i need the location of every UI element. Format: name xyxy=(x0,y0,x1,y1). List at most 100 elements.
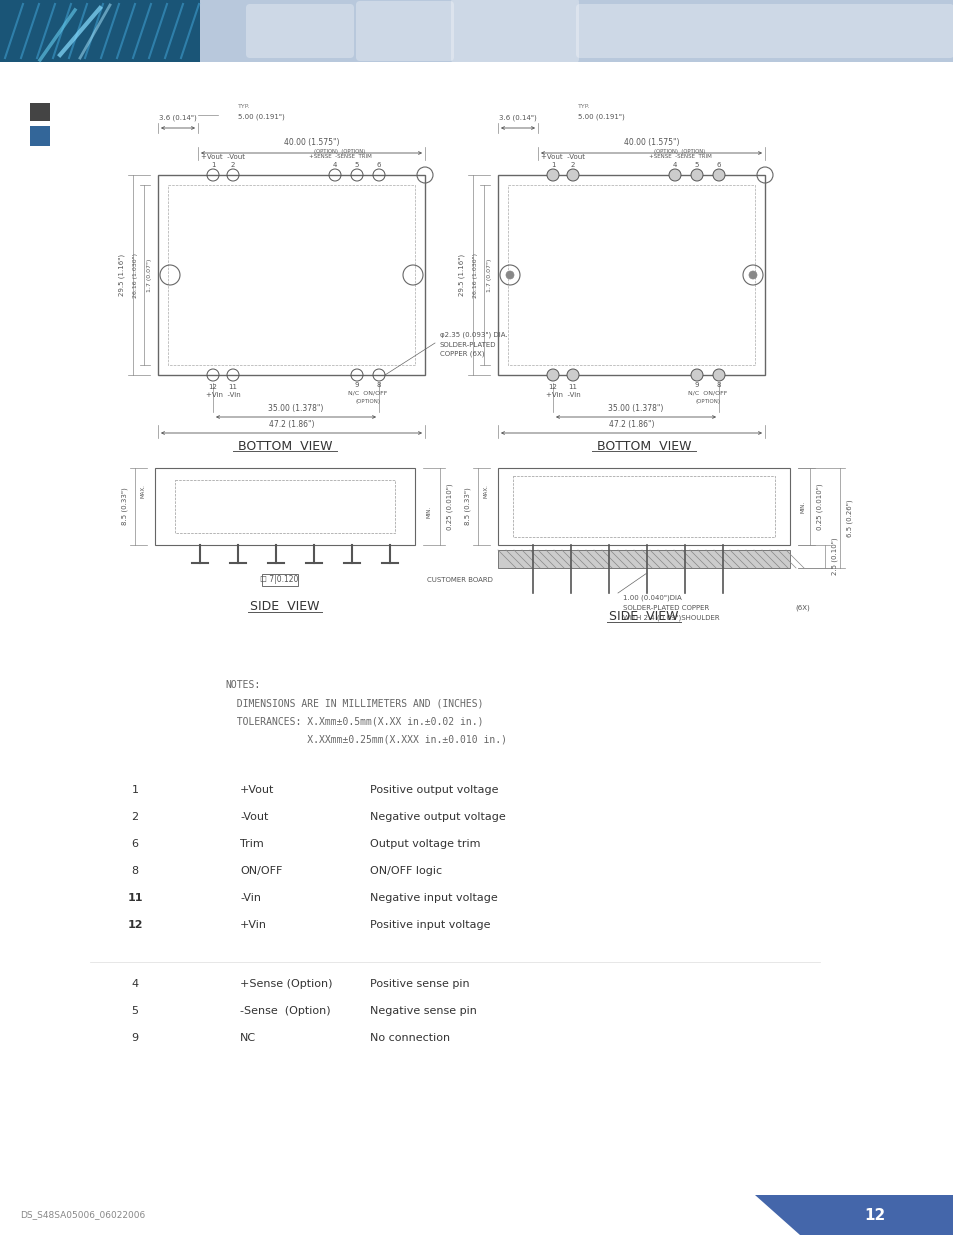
Text: SOLDER-PLATED COPPER: SOLDER-PLATED COPPER xyxy=(622,605,708,611)
Text: 2: 2 xyxy=(570,162,575,168)
Circle shape xyxy=(566,169,578,182)
Text: +Vin: +Vin xyxy=(240,920,267,930)
Text: (OPTION)  (OPTION): (OPTION) (OPTION) xyxy=(314,148,365,153)
Text: (OPTION)  (OPTION): (OPTION) (OPTION) xyxy=(654,148,705,153)
Text: TOLERANCES: X.Xmm±0.5mm(X.XX in.±0.02 in.): TOLERANCES: X.Xmm±0.5mm(X.XX in.±0.02 in… xyxy=(225,716,483,726)
Text: 26.16 (1.030"): 26.16 (1.030") xyxy=(473,252,478,298)
Text: 8: 8 xyxy=(716,382,720,388)
Text: 8.5 (0.33"): 8.5 (0.33") xyxy=(122,488,128,525)
Text: (6X): (6X) xyxy=(794,605,809,611)
Bar xyxy=(507,185,754,366)
Text: BOTTOM  VIEW: BOTTOM VIEW xyxy=(597,440,691,452)
Text: MIN.: MIN. xyxy=(426,505,431,517)
Text: ON/OFF logic: ON/OFF logic xyxy=(370,866,441,876)
Circle shape xyxy=(748,270,757,279)
Text: 29.5 (1.16"): 29.5 (1.16") xyxy=(458,254,465,296)
Bar xyxy=(158,175,424,375)
Text: +Vout  -Vout: +Vout -Vout xyxy=(201,154,245,161)
Text: 3.6 (0.14"): 3.6 (0.14") xyxy=(159,115,196,121)
Text: 1: 1 xyxy=(132,785,138,795)
FancyBboxPatch shape xyxy=(246,4,354,58)
Text: 11: 11 xyxy=(229,384,237,390)
Bar xyxy=(497,550,789,568)
Text: +Vout: +Vout xyxy=(240,785,274,795)
FancyBboxPatch shape xyxy=(451,0,578,63)
Circle shape xyxy=(690,169,702,182)
Text: φ2.35 (0.093") DIA.: φ2.35 (0.093") DIA. xyxy=(439,332,507,338)
Text: 11: 11 xyxy=(568,384,577,390)
Bar xyxy=(0,0,200,62)
Bar xyxy=(168,185,415,366)
Text: DS_S48SA05006_06022006: DS_S48SA05006_06022006 xyxy=(20,1210,145,1219)
Text: WITH 2.4 (0.09")SHOULDER: WITH 2.4 (0.09")SHOULDER xyxy=(622,615,719,621)
Text: SOLDER-PLATED: SOLDER-PLATED xyxy=(439,342,496,348)
Text: 0.25 (0.010"): 0.25 (0.010") xyxy=(816,483,822,530)
Text: 47.2 (1.86"): 47.2 (1.86") xyxy=(269,420,314,430)
Text: +SENSE  -SENSE  TRIM: +SENSE -SENSE TRIM xyxy=(648,154,711,159)
Text: 6: 6 xyxy=(132,839,138,848)
Text: +SENSE  -SENSE  TRIM: +SENSE -SENSE TRIM xyxy=(309,154,371,159)
Bar xyxy=(0,0,953,62)
Text: 2: 2 xyxy=(132,811,138,823)
Text: 8: 8 xyxy=(132,866,138,876)
Text: MAX.: MAX. xyxy=(483,484,488,499)
Circle shape xyxy=(668,169,680,182)
Text: 35.00 (1.378"): 35.00 (1.378") xyxy=(268,405,323,414)
Circle shape xyxy=(546,369,558,382)
Text: 1: 1 xyxy=(550,162,555,168)
Text: 2.5 (0.10"): 2.5 (0.10") xyxy=(831,537,838,576)
Circle shape xyxy=(712,169,724,182)
Bar xyxy=(154,468,415,545)
Text: 4: 4 xyxy=(333,162,336,168)
Text: -Vout: -Vout xyxy=(240,811,268,823)
FancyBboxPatch shape xyxy=(576,4,953,58)
Text: 12: 12 xyxy=(863,1208,884,1223)
Text: BOTTOM  VIEW: BOTTOM VIEW xyxy=(237,440,332,452)
Text: Output voltage trim: Output voltage trim xyxy=(370,839,480,848)
Circle shape xyxy=(690,369,702,382)
Text: 9: 9 xyxy=(694,382,699,388)
Text: 5: 5 xyxy=(132,1007,138,1016)
Text: NOTES:: NOTES: xyxy=(225,680,260,690)
Text: 12: 12 xyxy=(127,920,143,930)
Text: 47.2 (1.86"): 47.2 (1.86") xyxy=(608,420,654,430)
Text: 40.00 (1.575"): 40.00 (1.575") xyxy=(623,138,679,147)
Text: 6: 6 xyxy=(716,162,720,168)
Circle shape xyxy=(505,270,514,279)
Text: (OPTION): (OPTION) xyxy=(355,399,380,404)
Text: 4: 4 xyxy=(132,979,138,989)
Text: +Vin  -Vin: +Vin -Vin xyxy=(206,391,240,398)
Bar xyxy=(513,475,774,537)
Text: Negative input voltage: Negative input voltage xyxy=(370,893,497,903)
Bar xyxy=(30,126,50,146)
Text: 1.7 (0.07"): 1.7 (0.07") xyxy=(148,258,152,291)
Text: 26.16 (1.030"): 26.16 (1.030") xyxy=(133,252,138,298)
Text: Negative sense pin: Negative sense pin xyxy=(370,1007,476,1016)
Text: 35.00 (1.378"): 35.00 (1.378") xyxy=(608,405,663,414)
Bar xyxy=(497,175,764,375)
Text: COPPER (6X): COPPER (6X) xyxy=(439,351,484,357)
Bar xyxy=(754,1195,953,1235)
Polygon shape xyxy=(754,1195,800,1235)
Bar xyxy=(497,468,789,545)
Text: 1.7 (0.07"): 1.7 (0.07") xyxy=(487,258,492,291)
Text: 8.5 (0.33"): 8.5 (0.33") xyxy=(464,488,471,525)
Text: MAX.: MAX. xyxy=(140,484,146,499)
Text: ☐ 7|0.120: ☐ 7|0.120 xyxy=(259,576,298,584)
Text: 11: 11 xyxy=(127,893,143,903)
Text: 9: 9 xyxy=(355,382,359,388)
Text: Trim: Trim xyxy=(240,839,263,848)
Text: Positive sense pin: Positive sense pin xyxy=(370,979,469,989)
Text: DIMENSIONS ARE IN MILLIMETERS AND (INCHES): DIMENSIONS ARE IN MILLIMETERS AND (INCHE… xyxy=(225,698,483,708)
Text: 29.5 (1.16"): 29.5 (1.16") xyxy=(118,254,125,296)
Circle shape xyxy=(712,369,724,382)
Text: 5.00 (0.191"): 5.00 (0.191") xyxy=(237,114,284,120)
FancyBboxPatch shape xyxy=(355,1,454,61)
Text: No connection: No connection xyxy=(370,1032,450,1044)
Text: ON/OFF: ON/OFF xyxy=(240,866,282,876)
Text: (OPTION): (OPTION) xyxy=(695,399,720,404)
Text: 8: 8 xyxy=(376,382,381,388)
Text: N/C  ON/OFF: N/C ON/OFF xyxy=(688,390,727,395)
Text: 0.25 (0.010"): 0.25 (0.010") xyxy=(446,483,453,530)
Text: TYP.: TYP. xyxy=(237,105,250,110)
